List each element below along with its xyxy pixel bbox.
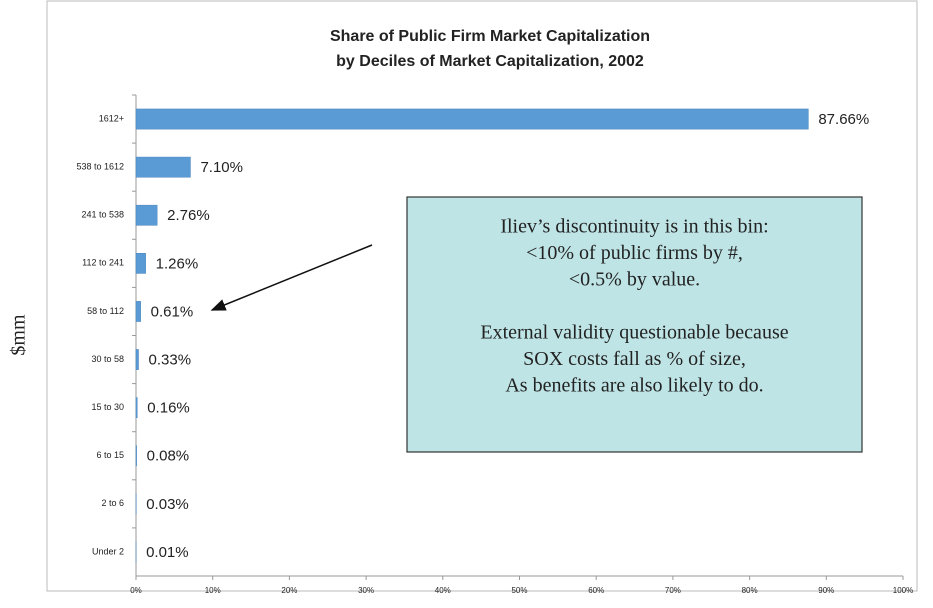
annotation-arrow [210,244,373,311]
bar [135,252,146,274]
y-tick-label: 538 to 1612 [76,162,124,172]
x-tick-label: 0% [130,586,142,595]
annotation-text: SOX costs fall as % of size, [523,348,746,370]
annotation-box [406,196,863,453]
annotation-text: Iliev’s discontinuity is in this bin: [500,216,768,238]
x-tick-label: 90% [818,586,834,595]
x-tick-label: 30% [358,586,374,595]
value-label: 87.66% [818,111,869,128]
chart-title: by Deciles of Market Capitalization, 200… [336,53,644,70]
y-tick-label: 241 to 538 [81,210,124,220]
y-tick-label: 15 to 30 [91,402,124,412]
value-label: 0.16% [147,400,190,417]
y-tick-label: 58 to 112 [87,306,124,316]
value-label: 0.08% [147,448,190,465]
y-tick-label: Under 2 [92,546,124,556]
bar [135,156,191,178]
annotation-text: <10% of public firms by #, [526,242,743,264]
value-label: 0.33% [149,352,192,369]
x-tick-label: 10% [205,586,221,595]
value-label: 0.01% [146,544,189,561]
chart-title: Share of Public Firm Market Capitalizati… [330,28,650,45]
x-tick-label: 50% [511,586,527,595]
bar [135,445,137,467]
x-tick-label: 100% [893,586,913,595]
bar [135,349,139,370]
x-tick-label: 60% [588,586,604,595]
value-label: 7.10% [200,159,243,176]
x-tick-label: 40% [435,586,451,595]
y-tick-label: 6 to 15 [96,450,124,460]
bar [135,397,138,419]
x-tick-label: 80% [742,586,758,595]
value-label: 2.76% [167,207,210,224]
annotation-text: As benefits are also likely to do. [505,375,763,397]
value-label: 0.03% [146,496,189,513]
bar [135,108,809,130]
y-tick-label: 1612+ [99,113,124,123]
y-tick-label: 2 to 6 [101,498,124,508]
y-axis-label: $mm [8,314,30,356]
value-label: 0.61% [151,303,194,320]
annotation-text: <0.5% by value. [569,269,700,291]
x-tick-label: 20% [281,586,297,595]
value-label: 1.26% [156,255,199,272]
y-tick-label: 30 to 58 [91,354,124,364]
bar [135,301,141,322]
y-tick-label: 112 to 241 [82,258,124,268]
annotation-text: External validity questionable because [480,322,788,344]
bar [135,204,158,226]
x-tick-label: 70% [665,586,681,595]
